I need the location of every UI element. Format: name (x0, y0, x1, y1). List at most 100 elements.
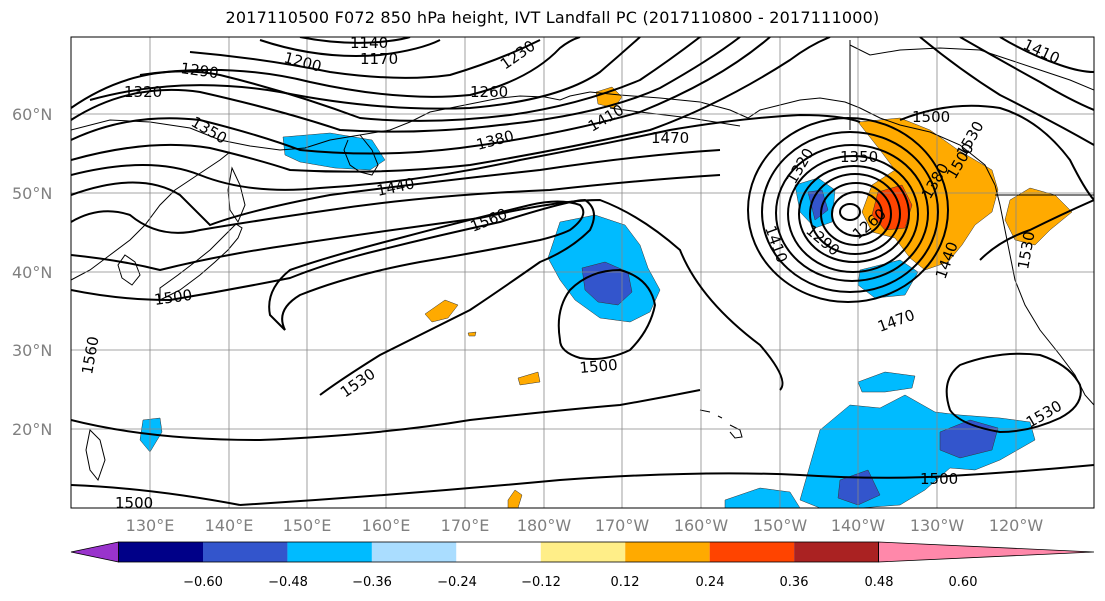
lon-label: 160°E (362, 516, 411, 535)
contour-1530-south (71, 389, 701, 442)
shading-negative-central-pacific-core (581, 261, 633, 306)
colorbar-swatch (540, 542, 626, 562)
contour-label: 1290 (179, 59, 219, 82)
map-frame (70, 36, 1095, 509)
colorbar-tick-label: −0.36 (352, 575, 392, 590)
lon-label: 180°W (517, 516, 572, 535)
lon-label: 170°W (595, 516, 650, 535)
lat-label: 20°N (12, 420, 52, 439)
colorbar (70, 541, 1095, 563)
contour-label: 1230 (497, 37, 539, 74)
contour-label: 1500 (920, 470, 958, 488)
colorbar-swatch (287, 542, 372, 562)
contour-label: 1560 (468, 205, 510, 236)
lon-label: 150°E (283, 516, 332, 535)
colorbar-tick-label: −0.48 (268, 575, 308, 590)
contour-low-ring-9 (839, 203, 861, 221)
contour-1500-south (71, 464, 1094, 506)
ivt-shading (139, 86, 1073, 508)
latitude-labels: 60°N 50°N 40°N 30°N 20°N (12, 105, 52, 439)
colorbar-ticks: −0.60 −0.48 −0.36 −0.24 −0.12 0.12 0.24 … (183, 575, 977, 590)
colorbar-extend-max (878, 541, 1095, 563)
contour-label: 1410 (1020, 35, 1062, 67)
contour-label: 1440 (375, 174, 416, 200)
contour-1140 (299, 37, 411, 44)
contour-low-ring-7 (820, 182, 892, 246)
lat-label: 50°N (12, 184, 52, 203)
colorbar-extend-min (70, 541, 119, 563)
lat-label: 40°N (12, 263, 52, 282)
shading-negative-subtropics-core-2 (837, 469, 881, 506)
contour-label: 1380 (474, 127, 516, 154)
coastlines (71, 40, 1094, 482)
coast-philippines (85, 428, 106, 482)
height-contours (71, 37, 1094, 506)
contour-1440 (71, 149, 721, 227)
coast-korea (117, 254, 141, 286)
colorbar-tick-label: −0.24 (437, 575, 477, 590)
contour-1290 (71, 37, 701, 122)
contour-low-ring-6 (809, 173, 901, 255)
shading-positive-subtropic-2 (517, 371, 541, 386)
contour-1530-west (71, 198, 595, 396)
contour-label: 1500 (115, 494, 153, 512)
lat-label: 60°N (12, 105, 52, 124)
colorbar-outline (118, 541, 879, 563)
lon-label: 140°W (831, 516, 886, 535)
contour-label: 1530 (953, 118, 988, 160)
contour-label: 1470 (651, 129, 689, 147)
colorbar-swatch (203, 542, 288, 562)
contour-label: 1410 (761, 223, 791, 265)
coast-canada-north (849, 44, 1094, 91)
coast-alaska (589, 91, 996, 186)
colorbar-tick-label: −0.12 (521, 575, 561, 590)
coast-asia-east (71, 151, 231, 281)
lat-label: 30°N (12, 341, 52, 360)
longitude-labels: 130°E 140°E 150°E 160°E 170°E 180°W 170°… (126, 516, 1044, 535)
contour-label: 1500 (153, 286, 193, 309)
contour-label: 1140 (350, 34, 388, 52)
contour-1200 (189, 39, 541, 79)
contour-low-ring-4 (787, 155, 919, 273)
contour-1380 (71, 37, 831, 173)
colorbar-swatch (625, 542, 710, 562)
contour-1500-ne (899, 104, 1094, 201)
contour-1470 (71, 174, 721, 234)
colorbar-tick-label: 0.12 (611, 575, 640, 590)
contour-1470-ne (919, 37, 1094, 146)
graticule (71, 37, 1094, 508)
shading-negative-nw-pacific (282, 132, 386, 171)
contour-1410 (71, 113, 861, 191)
contour-1410-ne (999, 37, 1094, 73)
lon-label: 130°W (910, 516, 965, 535)
contour-1440-ne (959, 37, 1094, 111)
shading-negative-subtropics-core (939, 419, 999, 459)
contour-1170 (259, 39, 441, 57)
contour-label: 1350 (188, 113, 230, 148)
colorbar-tick-label: 0.24 (696, 575, 725, 590)
coast-sakhalin (227, 166, 246, 224)
lon-label: 130°E (126, 516, 175, 535)
contour-1260 (89, 37, 641, 110)
lon-label: 120°W (989, 516, 1044, 535)
coast-asia-north (71, 91, 591, 151)
contour-label: 1260 (470, 83, 508, 101)
contour-1230 (139, 37, 581, 98)
colorbar-tick-label: −0.60 (183, 575, 223, 590)
contour-label: 1560 (78, 335, 102, 376)
shading-positive-subtropic-1 (424, 299, 459, 323)
colorbar-swatch (118, 542, 203, 562)
contour-low-ring-8 (831, 191, 883, 237)
contour-label: 1470 (875, 306, 917, 336)
contour-1530-ne (979, 199, 1094, 261)
contour-low-ring-5 (798, 165, 910, 263)
contour-low-ring-3 (775, 144, 929, 282)
shading-positive-subtropic-4 (507, 489, 523, 508)
contour-1530-east (945, 352, 1082, 434)
contour-label: 1320 (124, 83, 162, 101)
colorbar-tick-label: 0.48 (865, 575, 894, 590)
contour-1560 (268, 200, 585, 331)
contour-1500-loop (557, 268, 657, 360)
lon-label: 160°W (674, 516, 729, 535)
